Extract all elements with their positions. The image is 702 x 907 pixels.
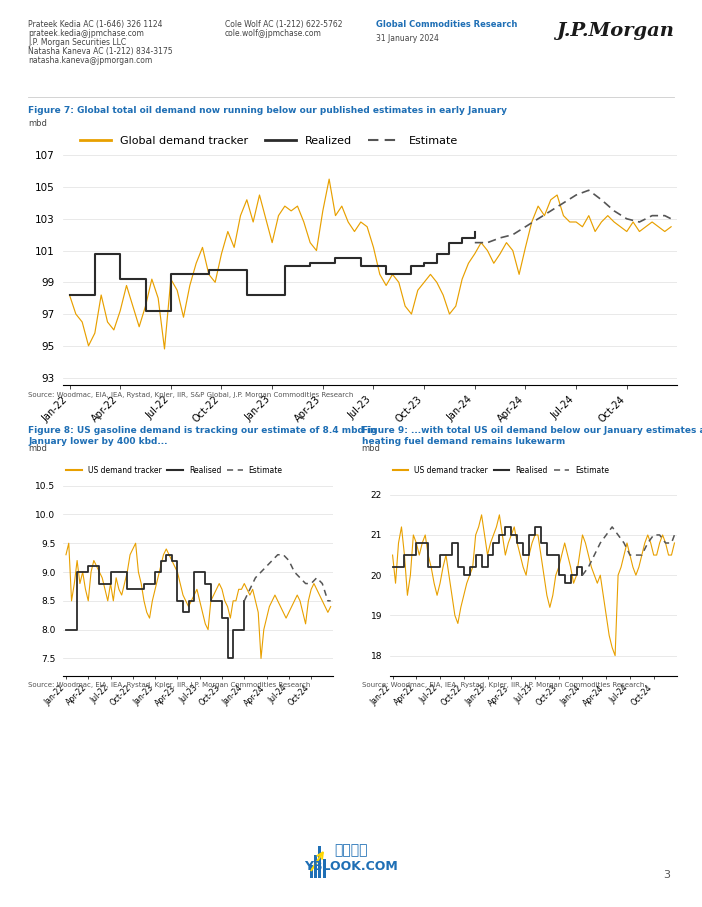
Text: mbd: mbd: [28, 119, 47, 128]
Legend: US demand tracker, Realised, Estimate: US demand tracker, Realised, Estimate: [63, 463, 286, 478]
Text: YBLOOK.COM: YBLOOK.COM: [304, 860, 398, 873]
Text: Figure 7: Global total oil demand now running below our published estimates in e: Figure 7: Global total oil demand now ru…: [28, 106, 507, 115]
Text: mbd: mbd: [362, 444, 380, 454]
Text: Source: Woodmac, EIA, IEA, Rystad, Kpler, IIR, S&P Global, J.P. Morgan Commoditi: Source: Woodmac, EIA, IEA, Rystad, Kpler…: [28, 392, 353, 398]
Text: 31 January 2024: 31 January 2024: [376, 34, 439, 43]
Text: Prateek Kedia AC (1-646) 326 1124: Prateek Kedia AC (1-646) 326 1124: [28, 20, 163, 29]
Bar: [314, 854, 317, 878]
Text: cole.wolf@jpmchase.com: cole.wolf@jpmchase.com: [225, 29, 322, 38]
Text: Global Commodities Research: Global Commodities Research: [376, 20, 517, 29]
Text: prateek.kedia@jpmchase.com: prateek.kedia@jpmchase.com: [28, 29, 144, 38]
Bar: [310, 865, 312, 878]
Bar: [318, 846, 322, 878]
Text: natasha.kaneva@jpmorgan.com: natasha.kaneva@jpmorgan.com: [28, 56, 152, 65]
Text: 3: 3: [663, 870, 670, 880]
Text: 研报之家: 研报之家: [334, 844, 368, 857]
Text: Figure 8: US gasoline demand is tracking our estimate of 8.4 mbd in
January lowe: Figure 8: US gasoline demand is tracking…: [28, 426, 377, 445]
Text: mbd: mbd: [28, 444, 47, 454]
Legend: Global demand tracker, Realized, Estimate: Global demand tracker, Realized, Estimat…: [76, 132, 462, 151]
Bar: [323, 859, 326, 878]
Text: Source: Woodmac, EIA, IEA, Rystad, Kpler, IIR, J.P. Morgan Commodities Research: Source: Woodmac, EIA, IEA, Rystad, Kpler…: [28, 682, 310, 688]
Legend: US demand tracker, Realised, Estimate: US demand tracker, Realised, Estimate: [390, 463, 612, 478]
Text: Figure 9: ...with total US oil demand below our January estimates as
heating fue: Figure 9: ...with total US oil demand be…: [362, 426, 702, 445]
Text: Natasha Kaneva AC (1-212) 834-3175: Natasha Kaneva AC (1-212) 834-3175: [28, 47, 173, 56]
Text: Source: Woodmac, EIA, IEA, Rystad, Kpler, IIR, J.P. Morgan Commodities Research: Source: Woodmac, EIA, IEA, Rystad, Kpler…: [362, 682, 644, 688]
Text: J.P. Morgan Securities LLC: J.P. Morgan Securities LLC: [28, 38, 126, 47]
Text: Cole Wolf AC (1-212) 622-5762: Cole Wolf AC (1-212) 622-5762: [225, 20, 342, 29]
Text: J.P.Morgan: J.P.Morgan: [556, 22, 674, 40]
